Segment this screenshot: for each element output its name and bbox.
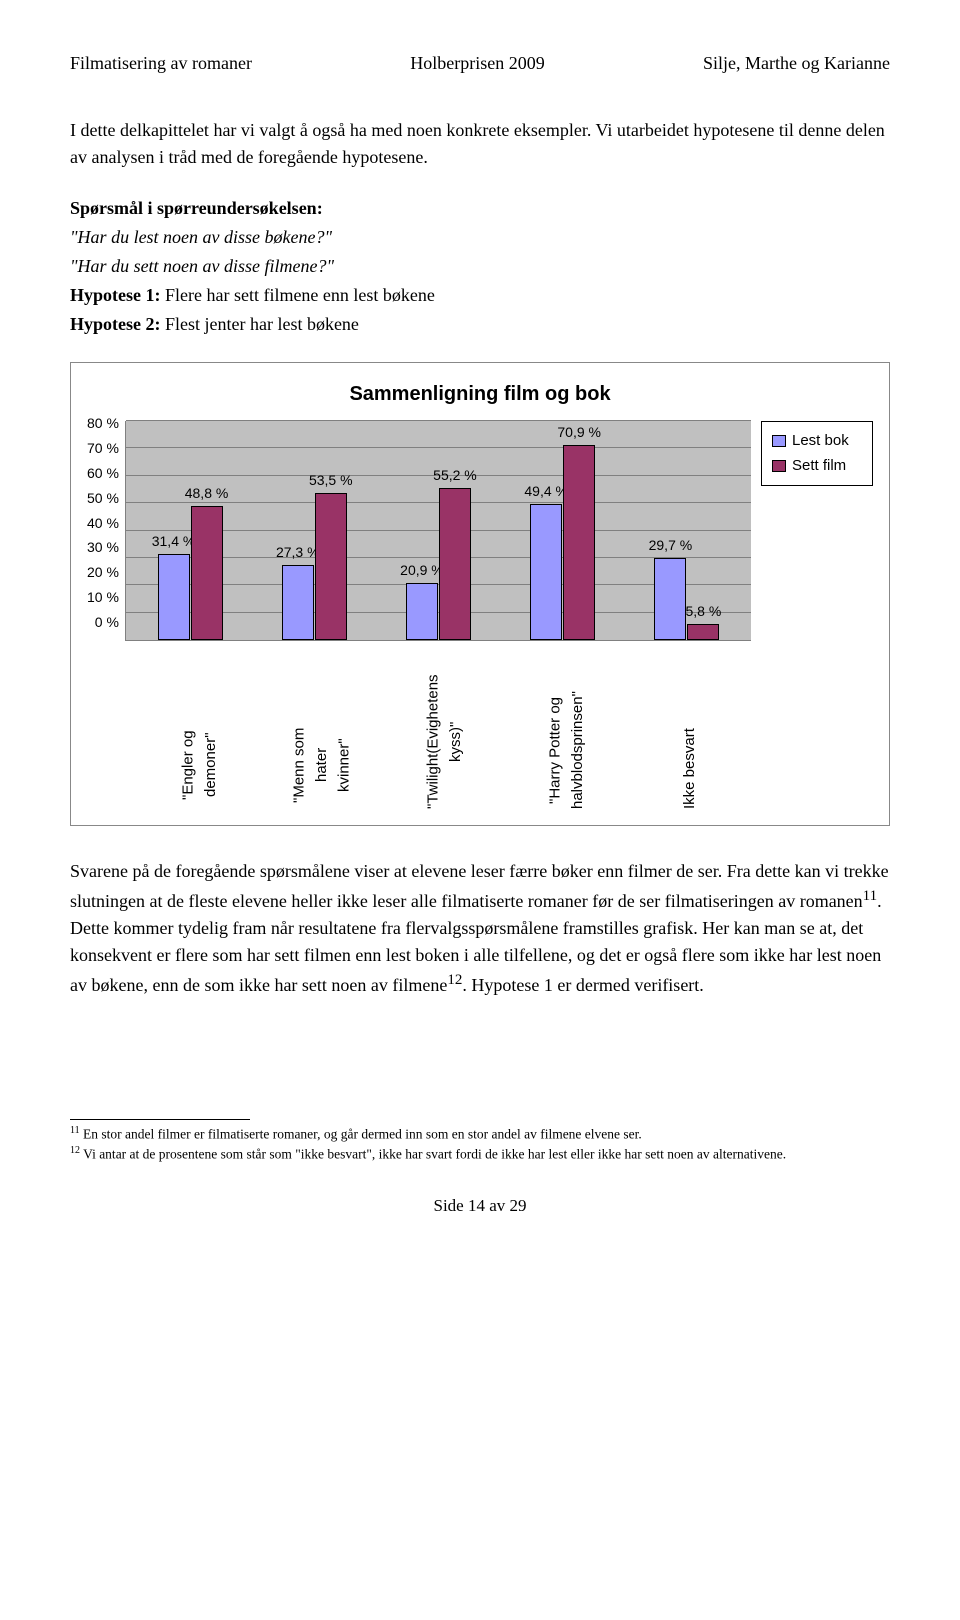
question-2: "Har du sett noen av disse filmene?" [70,253,890,280]
chart-title: Sammenligning film og bok [87,379,873,409]
footnote-12-text: Vi antar at de prosentene som står som "… [80,1146,786,1161]
footnote-ref-11: 11 [863,888,877,904]
bar-value-label: 27,3 % [276,542,320,563]
bar [687,624,719,640]
footnote-11-mark: 11 [70,1125,80,1136]
bar-value-label: 29,7 % [649,535,693,556]
x-tick-label: "Twilight(Evighetens kyss)" [384,721,506,813]
footnote-12: 12 Vi antar at de prosentene som står so… [70,1144,890,1164]
legend-item: Lest bok [772,430,862,453]
legend-item: Sett film [772,455,862,478]
bar [439,488,471,640]
header-center: Holberprisen 2009 [410,50,544,77]
para2-part1: Svarene på de foregående spørsmålene vis… [70,861,889,911]
questions-block: Spørsmål i spørreundersøkelsen: "Har du … [70,195,890,338]
y-tick-label: 10 % [87,587,119,608]
bar-group: 31,4 % 48,8 % [130,483,250,640]
bar-value-label: 49,4 % [524,481,568,502]
questions-heading: Spørsmål i spørreundersøkelsen: [70,195,890,222]
header-right: Silje, Marthe og Karianne [703,50,890,77]
x-tick-label: Ikke besvart [629,721,751,813]
header-left: Filmatisering av romaner [70,50,252,77]
x-tick-label: "Menn som hater kvinner" [261,721,383,813]
y-tick-label: 60 % [87,463,119,484]
page-footer: Side 14 av 29 [70,1193,890,1219]
bar-group: 27,3 % 53,5 % [254,470,374,640]
y-tick-label: 70 % [87,438,119,459]
hypothesis-1: Hypotese 1: Flere har sett filmene enn l… [70,282,890,309]
paragraph-2: Svarene på de foregående spørsmålene vis… [70,858,890,999]
y-tick-label: 20 % [87,562,119,583]
legend-swatch [772,460,786,472]
y-tick-label: 50 % [87,488,119,509]
y-tick-label: 40 % [87,513,119,534]
bar-value-label: 70,9 % [557,422,601,443]
footnote-11: 11 En stor andel filmer er filmatiserte … [70,1124,890,1144]
hypothesis-2-text: Flest jenter har lest bøkene [160,314,358,334]
bar-group: 49,4 % 70,9 % [503,422,623,640]
footnote-12-mark: 12 [70,1145,80,1156]
question-1: "Har du lest noen av disse bøkene?" [70,224,890,251]
bar-value-label: 53,5 % [309,470,353,491]
bar [282,565,314,640]
legend-label: Sett film [792,455,846,478]
y-tick-label: 0 % [87,612,119,633]
hypothesis-1-label: Hypotese 1: [70,285,160,305]
bar-value-label: 5,8 % [686,601,722,622]
bar-value-label: 20,9 % [400,560,444,581]
paragraph-1: I dette delkapittelet har vi valgt å ogs… [70,117,890,171]
x-tick-label: "Harry Potter og halvblodsprinsen" [506,721,628,813]
chart-legend: Lest bokSett film [761,421,873,486]
para2-part3: . Hypotese 1 er dermed verifisert. [462,975,703,995]
hypothesis-2: Hypotese 2: Flest jenter har lest bøkene [70,311,890,338]
hypothesis-2-label: Hypotese 2: [70,314,160,334]
y-tick-label: 30 % [87,537,119,558]
y-axis: 80 % 70 % 60 % 50 % 40 % 30 % 20 % 10 % 0 % [87,413,125,633]
footnote-ref-12: 12 [447,972,462,988]
bar [530,504,562,640]
footnote-rule [70,1119,250,1120]
page-header: Filmatisering av romaner Holberprisen 20… [70,50,890,77]
bar-group: 29,7 % 5,8 % [627,535,747,640]
bar [563,445,595,640]
bar [315,493,347,640]
hypothesis-1-text: Flere har sett filmene enn lest bøkene [160,285,434,305]
bar [191,506,223,640]
bar-value-label: 48,8 % [185,483,229,504]
footnote-11-text: En stor andel filmer er filmatiserte rom… [80,1127,642,1142]
chart-plot: 31,4 % 48,8 % 27,3 % 53,5 % 20,9 % 55,2 % 49,4… [125,421,751,641]
y-tick-label: 80 % [87,413,119,434]
bar [158,554,190,640]
bar-group: 20,9 % 55,2 % [378,465,498,640]
bar [406,583,438,640]
x-axis-labels: "Engler og demoner""Menn som hater kvinn… [139,721,751,813]
legend-label: Lest bok [792,430,849,453]
chart-container: Sammenligning film og bok 80 % 70 % 60 % 50… [70,362,890,826]
x-tick-label: "Engler og demoner" [139,721,261,813]
bar-value-label: 31,4 % [152,531,196,552]
footnotes: 11 En stor andel filmer er filmatiserte … [70,1119,890,1163]
bar-value-label: 55,2 % [433,465,477,486]
bar [654,558,686,640]
legend-swatch [772,435,786,447]
